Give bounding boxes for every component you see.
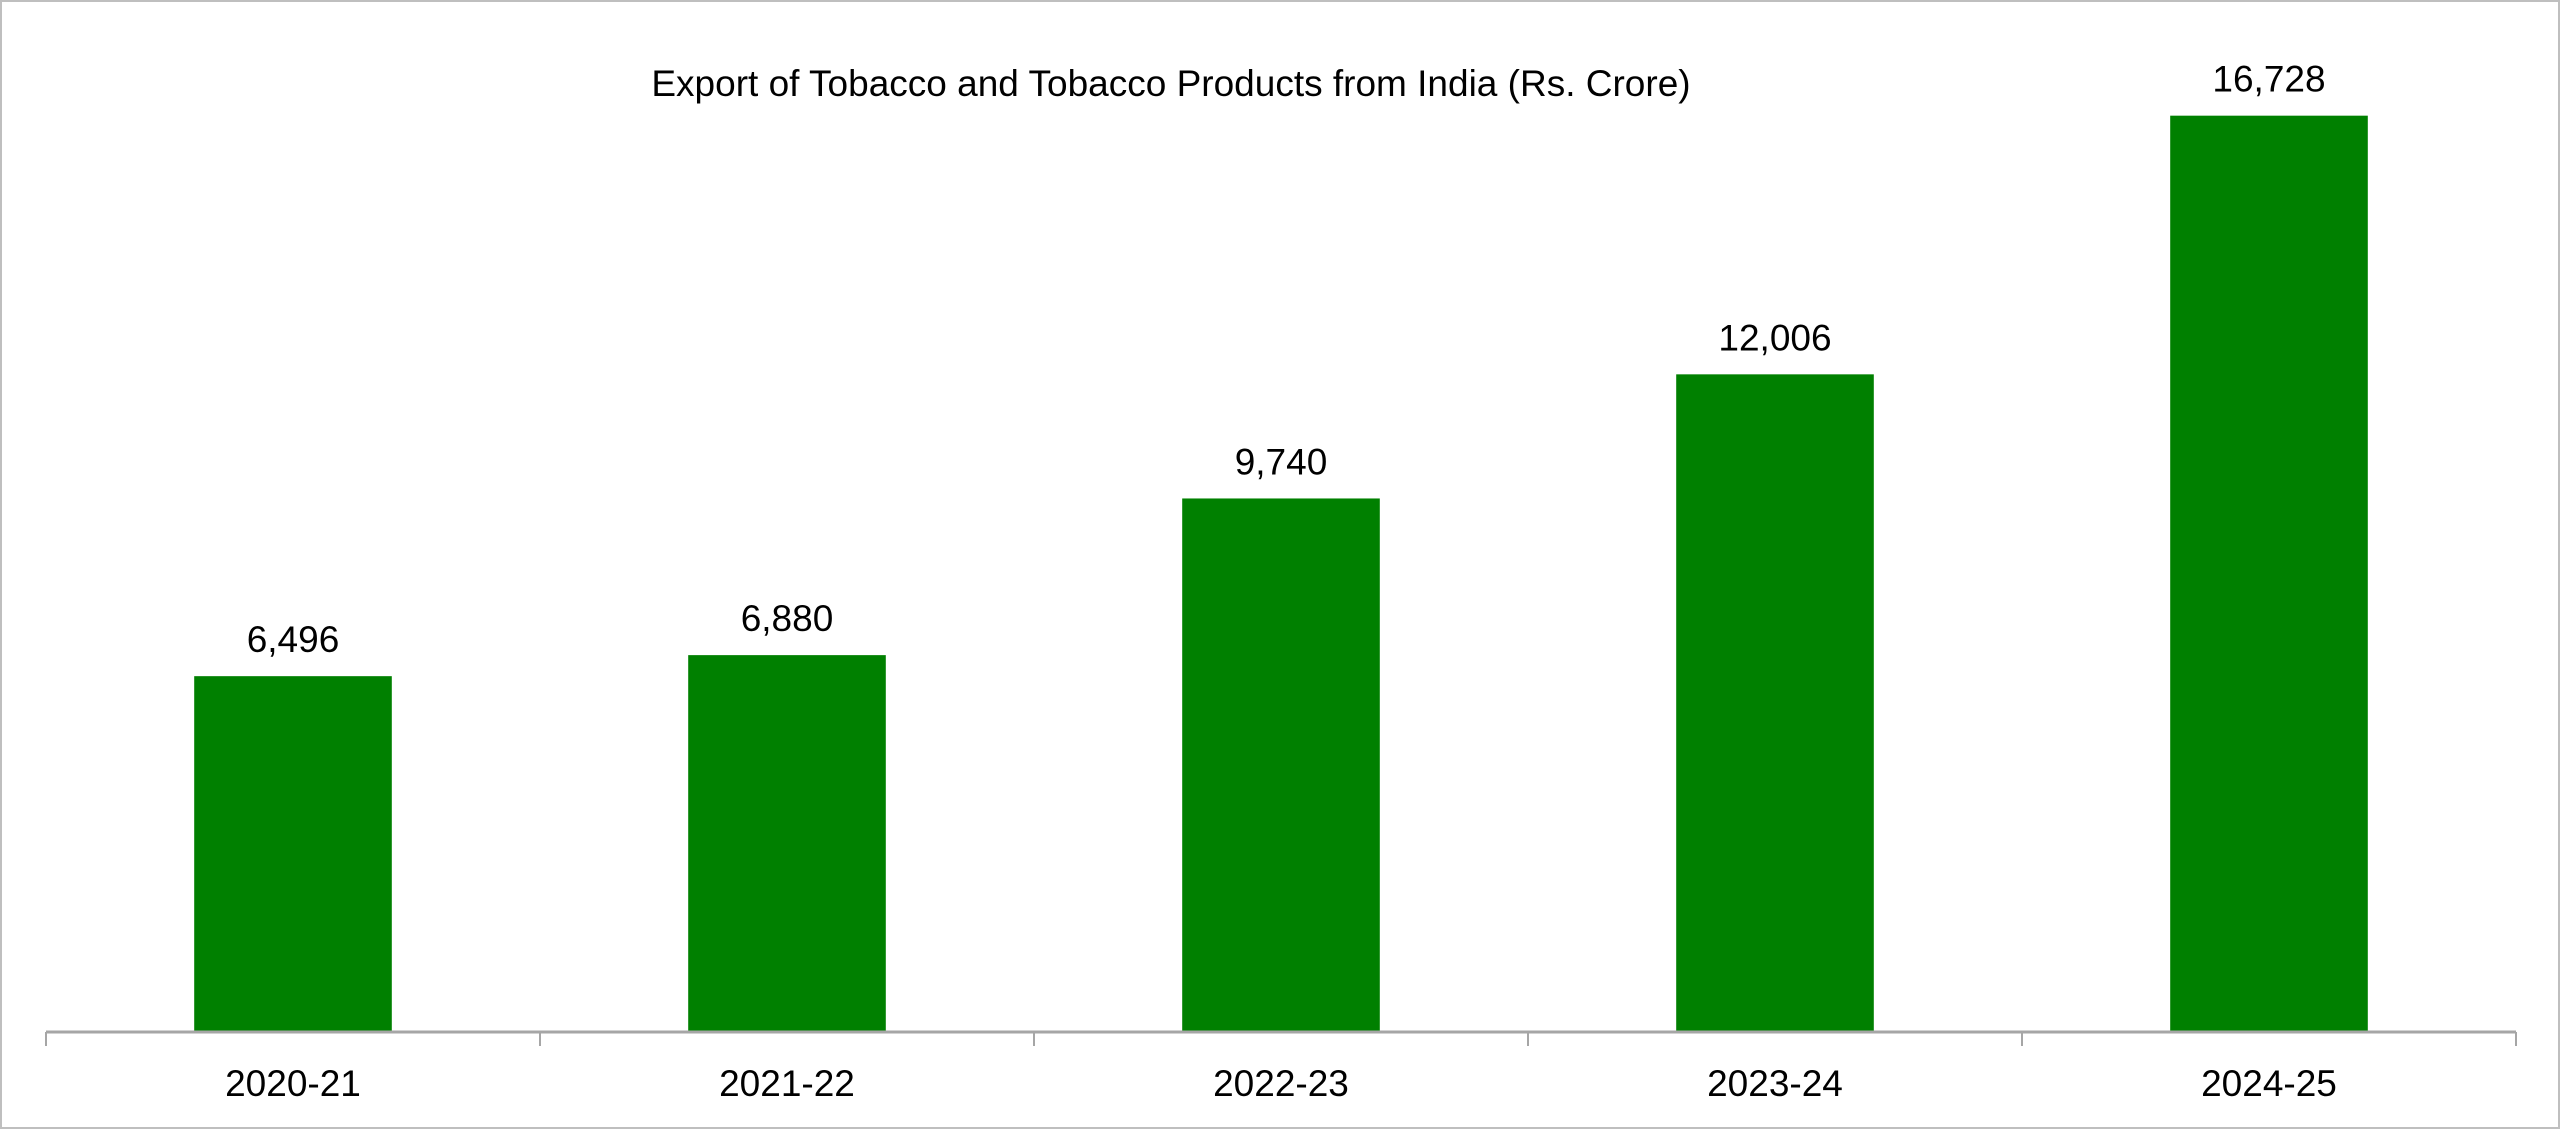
category-label: 2021-22 <box>719 1063 855 1104</box>
category-label: 2020-21 <box>225 1063 361 1104</box>
bar-2023-24 <box>1676 374 1874 1032</box>
bar-2024-25 <box>2170 115 2368 1033</box>
data-label: 6,880 <box>741 598 834 639</box>
bar-2022-23 <box>1182 498 1380 1032</box>
bar-2020-21 <box>194 676 392 1032</box>
data-label: 12,006 <box>1718 317 1831 358</box>
data-label: 16,728 <box>2212 59 2325 100</box>
data-label: 9,740 <box>1235 441 1328 482</box>
chart-title: Export of Tobacco and Tobacco Products f… <box>651 63 1690 104</box>
data-label: 6,496 <box>247 619 340 660</box>
category-label: 2022-23 <box>1213 1063 1349 1104</box>
category-label: 2023-24 <box>1707 1063 1843 1104</box>
bar-2021-22 <box>688 655 886 1032</box>
category-label: 2024-25 <box>2201 1063 2337 1104</box>
